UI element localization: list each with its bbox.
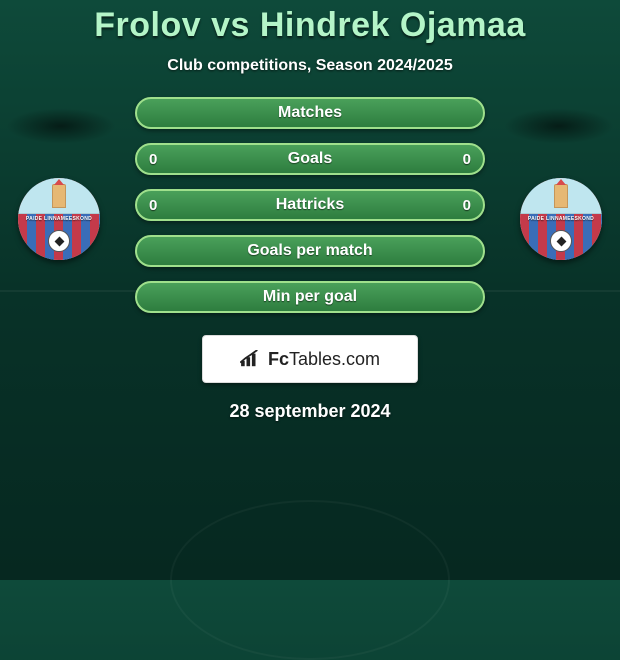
stat-row: 0 Goals 0 <box>135 143 485 175</box>
stat-label: Goals <box>288 150 332 168</box>
club-name-right: PAIDE LINNAMEESKOND <box>520 216 602 222</box>
club-badge-right: PAIDE LINNAMEESKOND <box>520 178 602 260</box>
page-title: Frolov vs Hindrek Ojamaa <box>94 6 526 45</box>
stat-row: Min per goal <box>135 281 485 313</box>
brand-text: FcTables.com <box>268 349 380 370</box>
stat-label: Min per goal <box>263 288 357 306</box>
player-shadow-left <box>6 108 116 144</box>
brand-box[interactable]: FcTables.com <box>202 335 418 383</box>
stat-label: Matches <box>278 104 342 122</box>
date-text: 28 september 2024 <box>229 401 390 422</box>
stat-row: Matches <box>135 97 485 129</box>
stats-list: Matches 0 Goals 0 0 Hattricks 0 Goals pe… <box>135 97 485 313</box>
club-name-left: PAIDE LINNAMEESKOND <box>18 216 100 222</box>
stat-row: Goals per match <box>135 235 485 267</box>
club-badge-left: PAIDE LINNAMEESKOND <box>18 178 100 260</box>
stat-right-value: 0 <box>463 151 471 168</box>
stat-left-value: 0 <box>149 151 157 168</box>
bar-chart-icon <box>240 350 262 368</box>
brand-text-rest: Tables.com <box>289 349 380 369</box>
comparison-card: Frolov vs Hindrek Ojamaa Club competitio… <box>0 0 620 422</box>
stat-row: 0 Hattricks 0 <box>135 189 485 221</box>
stat-label: Goals per match <box>247 242 372 260</box>
stat-label: Hattricks <box>276 196 344 214</box>
brand-text-bold: Fc <box>268 349 289 369</box>
stat-left-value: 0 <box>149 197 157 214</box>
player-shadow-right <box>504 108 614 144</box>
stat-right-value: 0 <box>463 197 471 214</box>
page-subtitle: Club competitions, Season 2024/2025 <box>167 57 452 75</box>
